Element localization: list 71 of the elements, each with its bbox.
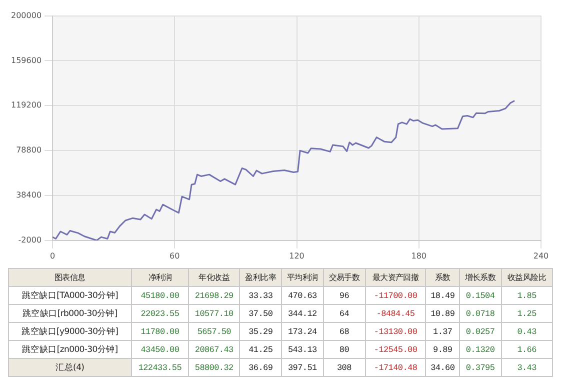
text: 收益风险比 [501, 268, 552, 286]
text: 0.0718 [459, 304, 502, 322]
text: 5657.50 [188, 322, 240, 340]
text: 20867.43 [188, 340, 240, 358]
y-tick-label: -2000 [18, 235, 42, 244]
text: 0.43 [501, 322, 552, 340]
text: 308 [323, 358, 366, 376]
text: -17140.48 [365, 358, 426, 376]
text: 1.85 [501, 286, 552, 304]
text: 1.37 [426, 322, 460, 340]
text: 增长系数 [459, 268, 502, 286]
y-tick-label: 200000 [10, 10, 42, 20]
text: 0.0257 [459, 322, 502, 340]
text: -13130.00 [365, 322, 426, 340]
y-tick-label: 119200 [10, 100, 42, 110]
text: 1.66 [501, 340, 552, 358]
text: 跳空缺口[rb000-30分钟] [8, 304, 132, 322]
text: 45180.00 [131, 286, 189, 304]
text: 0.1504 [459, 286, 502, 304]
text: 10577.10 [188, 304, 240, 322]
text: 净利润 [131, 268, 189, 286]
text: 1.25 [501, 304, 552, 322]
text: 跳空缺口[y9000-30分钟] [8, 322, 132, 340]
y-tick-label: 78800 [16, 146, 42, 155]
text: 543.13 [282, 340, 324, 358]
text: 37.50 [240, 304, 282, 322]
text: 80 [323, 340, 366, 358]
text: 3.43 [501, 358, 552, 376]
text: 10.89 [426, 304, 460, 322]
text: 18.49 [426, 286, 460, 304]
text: 0.1320 [459, 340, 502, 358]
text: 96 [323, 286, 366, 304]
text: 图表信息 [8, 268, 132, 286]
text: 汇总(4) [8, 358, 132, 376]
text: 系数 [426, 268, 460, 286]
text: 0.3795 [459, 358, 502, 376]
text: 173.24 [282, 322, 324, 340]
text: 11780.00 [131, 322, 189, 340]
text: -8484.45 [365, 304, 426, 322]
text: 21698.29 [188, 286, 240, 304]
text: 跳空缺口[TA000-30分钟] [8, 286, 132, 304]
text: 最大资产回撤 [365, 268, 426, 286]
text: 22023.55 [131, 304, 189, 322]
text: 跳空缺口[zn000-30分钟] [8, 340, 132, 358]
text: 34.60 [426, 358, 460, 376]
text: 33.33 [240, 286, 282, 304]
text: 年化收益 [188, 268, 240, 286]
text: 平均利润 [282, 268, 324, 286]
x-tick-label: 120 [289, 251, 304, 260]
text: 122433.55 [131, 358, 189, 376]
y-tick-label: 38400 [16, 190, 42, 200]
y-tick-label: 159600 [10, 56, 42, 65]
x-tick-label: 240 [533, 251, 549, 260]
text: -11700.00 [365, 286, 426, 304]
text: 9.89 [426, 340, 460, 358]
x-tick-label: 180 [411, 251, 427, 260]
text: 盈利比率 [240, 268, 282, 286]
x-tick-label: 60 [170, 251, 180, 260]
text: 41.25 [240, 340, 282, 358]
text: 64 [323, 304, 366, 322]
text: 68 [323, 322, 366, 340]
text: 344.12 [282, 304, 324, 322]
text: 470.63 [282, 286, 324, 304]
text: 交易手数 [323, 268, 366, 286]
x-tick-label: 0 [50, 251, 56, 260]
text: 43450.00 [131, 340, 189, 358]
text: 58800.32 [188, 358, 240, 376]
text: 35.29 [240, 322, 282, 340]
text: 36.69 [240, 358, 282, 376]
text: 397.51 [282, 358, 324, 376]
text: -12545.00 [365, 340, 426, 358]
